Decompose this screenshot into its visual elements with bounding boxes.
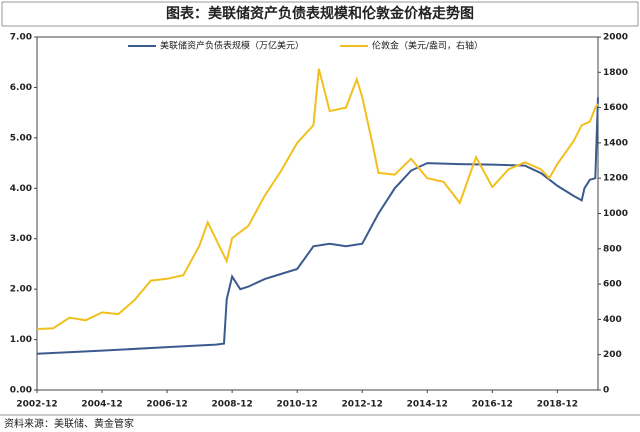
y2-tick-label: 1000 (603, 209, 628, 219)
y2-tick-label: 0 (603, 386, 609, 396)
source: 资料来源：美联储、黄金管家 (4, 417, 134, 430)
y-tick-label: 5.00 (10, 133, 32, 143)
y2-tick-label: 1400 (603, 138, 628, 148)
x-tick-label: 2012-12 (342, 400, 383, 410)
legend-label: 美联储资产负债表规模（万亿美元） (160, 40, 304, 52)
y-tick-label: 7.00 (10, 33, 32, 43)
series-line (36, 68, 599, 331)
y-tick-label: 6.00 (10, 83, 32, 93)
y2-tick-label: 2000 (603, 33, 628, 43)
y-tick-label: 1.00 (10, 335, 32, 345)
x-tick-label: 2004-12 (81, 400, 122, 410)
x-tick-label: 2016-12 (472, 400, 513, 410)
chart-title: 图表：美联储资产负债表规模和伦敦金价格走势图 (166, 5, 474, 22)
y2-tick-label: 400 (603, 315, 622, 325)
x-tick-label: 2014-12 (407, 400, 448, 410)
x-tick-label: 2010-12 (277, 400, 318, 410)
x-tick-label: 2018-12 (537, 400, 578, 410)
legend-label: 伦敦金（美元/盎司，右轴） (372, 40, 483, 52)
y2-tick-label: 600 (603, 280, 622, 290)
y2-tick-label: 1800 (603, 68, 628, 78)
y-tick-label: 3.00 (10, 234, 32, 244)
title-box (1, 1, 639, 27)
y2-tick-label: 200 (603, 350, 622, 360)
x-tick-label: 2002-12 (16, 400, 57, 410)
y-tick-label: 0.00 (10, 386, 32, 396)
series-line (36, 97, 599, 355)
x-tick-label: 2008-12 (211, 400, 252, 410)
y2-tick-label: 1200 (603, 174, 628, 184)
y2-tick-label: 800 (603, 244, 622, 254)
y-tick-label: 4.00 (10, 184, 32, 194)
y2-tick-label: 1600 (603, 103, 628, 113)
x-tick-label: 2006-12 (146, 400, 187, 410)
y-tick-label: 2.00 (10, 285, 32, 295)
